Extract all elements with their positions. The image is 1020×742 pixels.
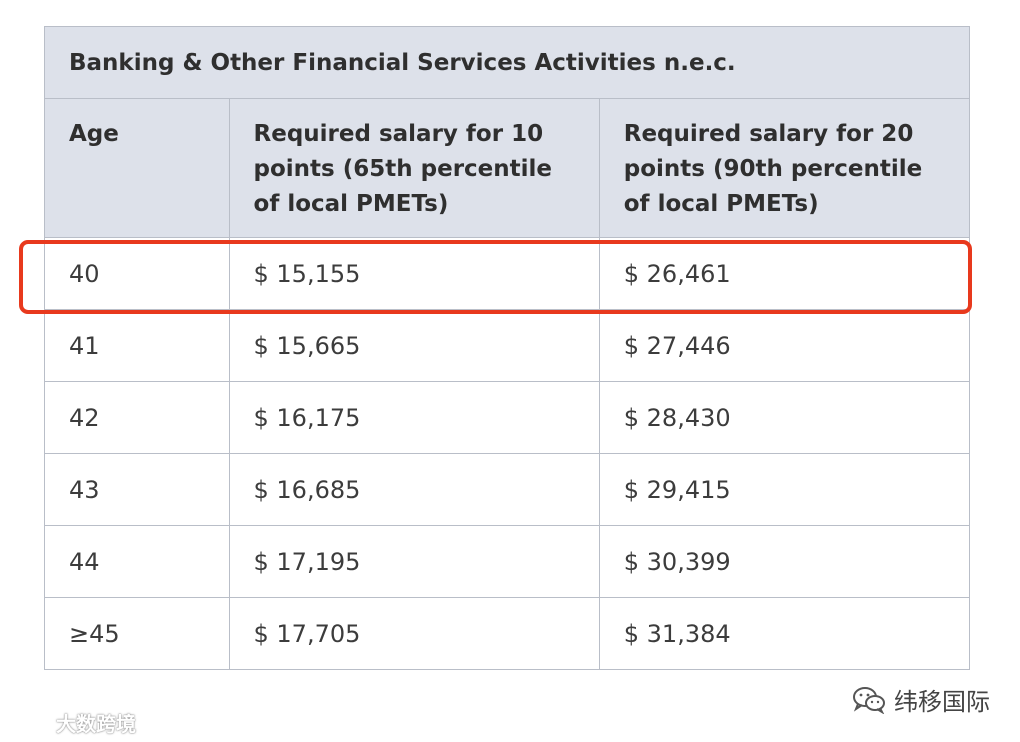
age-cell: 42 bbox=[44, 381, 230, 454]
salary-20-cell: $ 27,446 bbox=[598, 309, 971, 382]
watermark-right: 纬移国际 bbox=[852, 682, 990, 717]
header-age: Age bbox=[44, 98, 230, 238]
table-row: 41 $ 15,665 $ 27,446 bbox=[44, 309, 971, 382]
salary-10-cell: $ 16,175 bbox=[228, 381, 600, 454]
age-cell: ≥45 bbox=[44, 597, 230, 670]
age-cell: 40 bbox=[44, 237, 230, 310]
salary-20-cell: $ 28,430 bbox=[598, 381, 971, 454]
salary-20-cell: $ 29,415 bbox=[598, 453, 971, 526]
table-header-row: Age Required salary for 10 points (65th … bbox=[44, 98, 971, 238]
watermark-left-text: 大数跨境 bbox=[56, 712, 136, 736]
salary-20-cell: $ 31,384 bbox=[598, 597, 971, 670]
age-cell: 41 bbox=[44, 309, 230, 382]
brand-logo-icon bbox=[10, 714, 52, 730]
table-row: ≥45 $ 17,705 $ 31,384 bbox=[44, 597, 971, 670]
header-salary-20-points: Required salary for 20 points (90th perc… bbox=[598, 98, 971, 238]
watermark-left: 大数跨境 bbox=[8, 708, 136, 737]
salary-requirements-table: Banking & Other Financial Services Activ… bbox=[44, 26, 971, 670]
salary-10-cell: $ 15,155 bbox=[228, 237, 600, 310]
age-cell: 43 bbox=[44, 453, 230, 526]
table-row: 43 $ 16,685 $ 29,415 bbox=[44, 453, 971, 526]
header-salary-10-points: Required salary for 10 points (65th perc… bbox=[228, 98, 600, 238]
salary-10-cell: $ 17,705 bbox=[228, 597, 600, 670]
salary-10-cell: $ 15,665 bbox=[228, 309, 600, 382]
watermark-right-text: 纬移国际 bbox=[894, 688, 990, 716]
salary-20-cell: $ 26,461 bbox=[598, 237, 971, 310]
table-row: 40 $ 15,155 $ 26,461 bbox=[44, 237, 971, 310]
table-row: 42 $ 16,175 $ 28,430 bbox=[44, 381, 971, 454]
salary-10-cell: $ 17,195 bbox=[228, 525, 600, 598]
salary-10-cell: $ 16,685 bbox=[228, 453, 600, 526]
table-title: Banking & Other Financial Services Activ… bbox=[44, 26, 970, 99]
salary-20-cell: $ 30,399 bbox=[598, 525, 971, 598]
table-row: 44 $ 17,195 $ 30,399 bbox=[44, 525, 971, 598]
age-cell: 44 bbox=[44, 525, 230, 598]
wechat-icon bbox=[853, 686, 885, 714]
